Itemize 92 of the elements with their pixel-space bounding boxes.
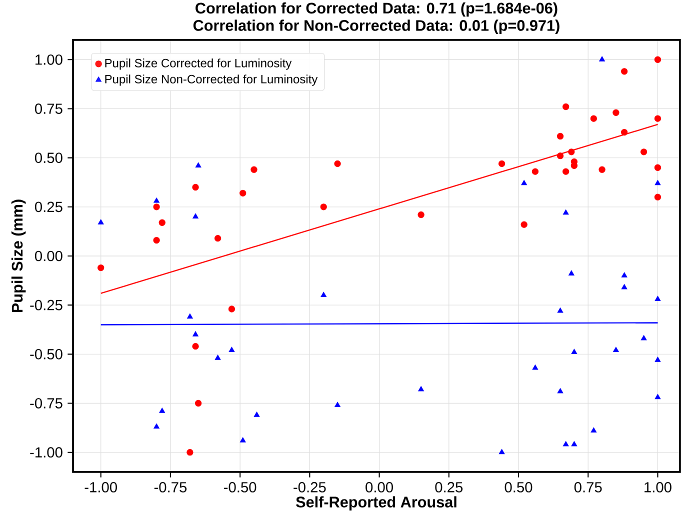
point bbox=[654, 194, 662, 200]
point bbox=[568, 148, 575, 156]
point bbox=[562, 209, 569, 215]
x-tick-label: -1.00 bbox=[84, 482, 117, 492]
point bbox=[154, 423, 160, 429]
x-tick-label: 1.00 bbox=[644, 482, 672, 492]
legend-label: Pupil Size Corrected for Luminosity bbox=[105, 58, 292, 70]
chart-subtitle: Correlation for Non-Corrected Data: 0.01 (p=0.971) bbox=[193, 20, 560, 34]
x-tick-label: 0.00 bbox=[366, 482, 393, 492]
point bbox=[568, 270, 574, 276]
point bbox=[621, 284, 628, 290]
point bbox=[194, 400, 202, 407]
point bbox=[192, 213, 198, 219]
point bbox=[192, 331, 198, 336]
point bbox=[153, 236, 160, 244]
point bbox=[154, 198, 160, 203]
point bbox=[334, 402, 340, 408]
point bbox=[153, 204, 160, 210]
chart-title: Correlation for Corrected Data: 0.71 (p=1.684e-06) bbox=[196, 2, 558, 17]
y-tick-label: -0.75 bbox=[30, 398, 62, 408]
point bbox=[186, 449, 194, 456]
point bbox=[640, 335, 647, 340]
y-tick-label: -0.50 bbox=[30, 348, 62, 360]
point bbox=[571, 348, 578, 354]
point bbox=[654, 115, 662, 122]
point bbox=[590, 115, 598, 122]
x-axis-title: Self-Reported Arousal bbox=[296, 496, 456, 511]
point bbox=[228, 306, 236, 312]
point bbox=[654, 180, 661, 186]
point bbox=[562, 441, 569, 446]
point bbox=[240, 190, 246, 196]
point bbox=[498, 449, 505, 454]
point bbox=[557, 308, 564, 313]
point bbox=[320, 292, 327, 298]
point bbox=[621, 272, 628, 278]
point bbox=[195, 162, 202, 168]
point bbox=[613, 346, 619, 352]
point bbox=[98, 264, 104, 272]
point bbox=[620, 68, 628, 75]
point bbox=[418, 211, 424, 218]
point bbox=[521, 180, 527, 186]
x-tick-label: 0.50 bbox=[504, 482, 532, 492]
y-tick-label: -0.25 bbox=[30, 300, 62, 310]
point bbox=[557, 388, 564, 394]
point bbox=[334, 160, 341, 168]
point bbox=[532, 364, 538, 370]
y-tick-label: -1.00 bbox=[30, 447, 62, 458]
y-tick-label: 1.00 bbox=[36, 54, 62, 65]
point bbox=[498, 160, 506, 168]
point bbox=[520, 221, 528, 228]
point bbox=[214, 234, 222, 242]
x-tick-label: -0.75 bbox=[154, 482, 187, 492]
point bbox=[532, 168, 539, 175]
point bbox=[320, 204, 327, 210]
point bbox=[654, 296, 661, 301]
point bbox=[240, 437, 246, 442]
point bbox=[598, 166, 606, 173]
point bbox=[654, 356, 661, 362]
point bbox=[192, 184, 199, 191]
point bbox=[98, 219, 104, 224]
point bbox=[590, 427, 597, 433]
point bbox=[192, 342, 199, 350]
x-tick-label: 0.25 bbox=[435, 482, 463, 492]
x-tick-label: 0.75 bbox=[574, 482, 602, 492]
point bbox=[571, 441, 578, 446]
point bbox=[556, 152, 564, 160]
y-tick-label: 0.25 bbox=[34, 202, 62, 212]
point bbox=[654, 56, 662, 63]
point bbox=[228, 346, 235, 352]
point bbox=[418, 386, 424, 392]
point bbox=[158, 219, 166, 226]
point bbox=[187, 314, 193, 319]
point bbox=[620, 128, 628, 136]
point bbox=[640, 148, 648, 156]
point bbox=[562, 103, 570, 110]
point bbox=[159, 408, 166, 413]
point bbox=[556, 132, 564, 140]
y-axis-title: Pupil Size (mm) bbox=[11, 200, 26, 312]
legend-label: Pupil Size Non-Corrected for Luminosity bbox=[105, 74, 318, 86]
point bbox=[654, 394, 661, 400]
point bbox=[214, 354, 221, 360]
x-tick-label: -0.50 bbox=[224, 482, 256, 492]
point bbox=[612, 109, 620, 116]
y-tick-label: 0.00 bbox=[34, 250, 62, 262]
point bbox=[562, 168, 570, 175]
point bbox=[599, 56, 605, 62]
x-tick-label: -0.25 bbox=[294, 482, 326, 492]
y-tick-label: 0.75 bbox=[34, 104, 62, 114]
point bbox=[250, 166, 258, 173]
point bbox=[654, 164, 662, 171]
y-tick-label: 0.50 bbox=[34, 152, 62, 164]
point bbox=[254, 412, 260, 417]
